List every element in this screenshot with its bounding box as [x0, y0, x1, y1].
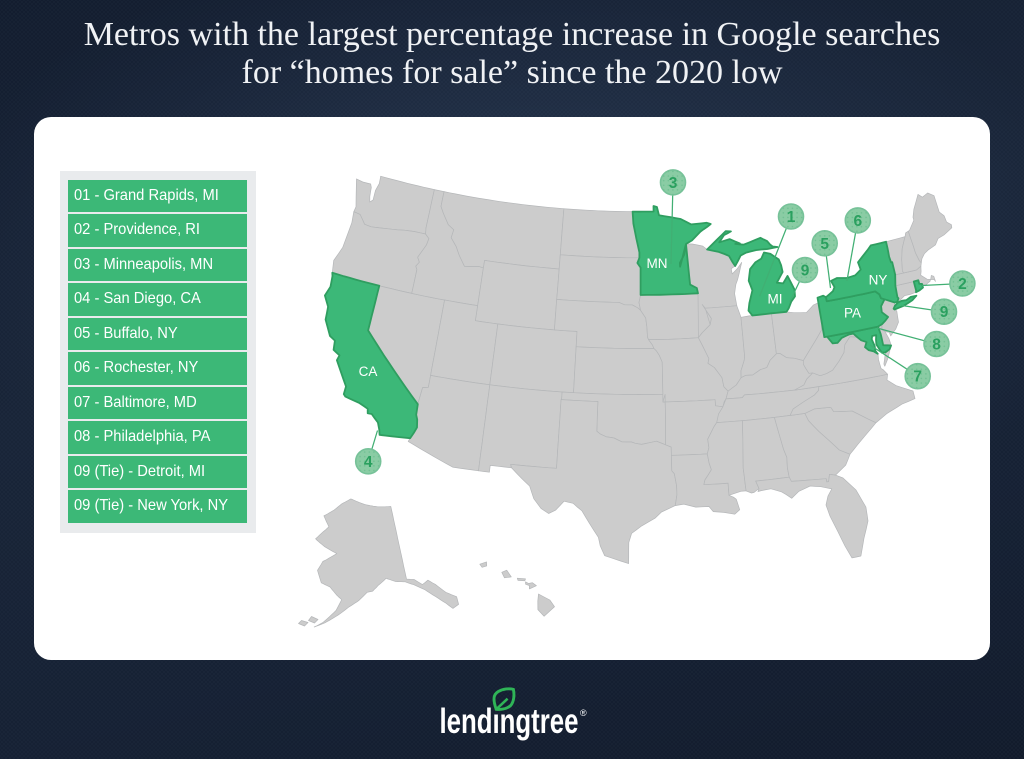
svg-text:9: 9 — [801, 263, 810, 280]
svg-text:CA: CA — [359, 364, 378, 379]
svg-text:7: 7 — [913, 369, 922, 386]
svg-text:1: 1 — [787, 209, 796, 226]
svg-text:5: 5 — [820, 236, 829, 253]
svg-text:lendıngtree: lendıngtree — [440, 701, 579, 741]
svg-text:3: 3 — [669, 175, 678, 192]
svg-text:6: 6 — [853, 213, 862, 230]
svg-text:8: 8 — [932, 337, 941, 354]
svg-text:PA: PA — [844, 306, 861, 321]
svg-text:NY: NY — [869, 273, 888, 288]
svg-text:MI: MI — [768, 292, 783, 307]
svg-text:MN: MN — [647, 256, 668, 271]
svg-text:9: 9 — [940, 304, 949, 321]
svg-text:4: 4 — [364, 454, 373, 471]
svg-text:®: ® — [580, 708, 587, 718]
svg-text:2: 2 — [958, 276, 967, 293]
